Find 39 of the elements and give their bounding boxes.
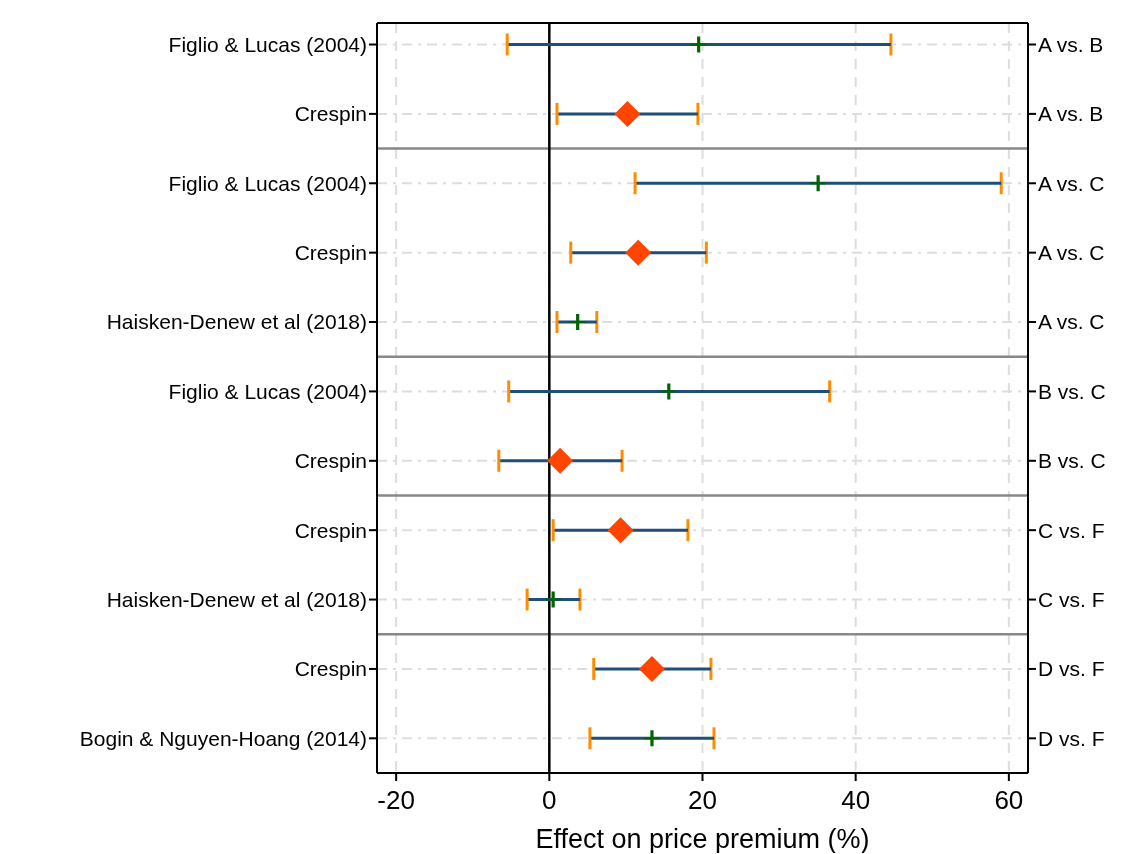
- y2-tick-label: C vs. F: [1038, 588, 1105, 611]
- x-tick-label: 0: [542, 785, 557, 816]
- point: [625, 239, 652, 266]
- x-tick-label: 20: [688, 785, 717, 816]
- point: [638, 655, 665, 682]
- y2-tick-label: A vs. B: [1038, 102, 1104, 126]
- y-tick-label: Bogin & Nguyen-Hoang (2014): [79, 726, 367, 750]
- point: [660, 383, 677, 400]
- y2-tick-label: D vs. F: [1038, 726, 1105, 750]
- x-tick-label: 40: [841, 785, 871, 816]
- y-tick-label: Figlio & Lucas (2004): [168, 379, 367, 403]
- y-tick-label: Figlio & Lucas (2004): [168, 171, 367, 195]
- point: [569, 314, 586, 331]
- y2-tick-label: A vs. B: [1038, 32, 1104, 56]
- point: [607, 517, 634, 544]
- y-tick-label: Crespin: [294, 449, 367, 473]
- y-tick-label: Haisken-Denew et al (2018): [106, 310, 367, 334]
- y2-tick-label: B vs. C: [1038, 379, 1106, 403]
- point: [614, 100, 641, 127]
- point: [547, 447, 574, 474]
- y-tick-label: Crespin: [294, 518, 367, 542]
- y2-tick-label: D vs. F: [1038, 657, 1105, 681]
- y-tick-label: Crespin: [294, 241, 367, 265]
- y2-tick-label: A vs. C: [1038, 241, 1105, 265]
- x-axis-title: Effect on price premium (%): [535, 824, 870, 854]
- point: [545, 591, 562, 608]
- y-tick-label: Crespin: [294, 657, 367, 681]
- point: [643, 730, 660, 747]
- y2-tick-label: A vs. C: [1038, 310, 1105, 334]
- y2-tick-label: A vs. C: [1038, 171, 1105, 195]
- y2-tick-label: C vs. F: [1038, 518, 1105, 542]
- x-tick-label: 60: [994, 785, 1024, 816]
- y-tick-label: Haisken-Denew et al (2018): [106, 588, 367, 611]
- y2-tick-label: B vs. C: [1038, 449, 1106, 473]
- x-tick-label: -20: [377, 785, 415, 816]
- y-tick-label: Figlio & Lucas (2004): [168, 32, 367, 56]
- point: [690, 36, 707, 53]
- y-tick-label: Crespin: [294, 102, 367, 126]
- point: [810, 175, 827, 192]
